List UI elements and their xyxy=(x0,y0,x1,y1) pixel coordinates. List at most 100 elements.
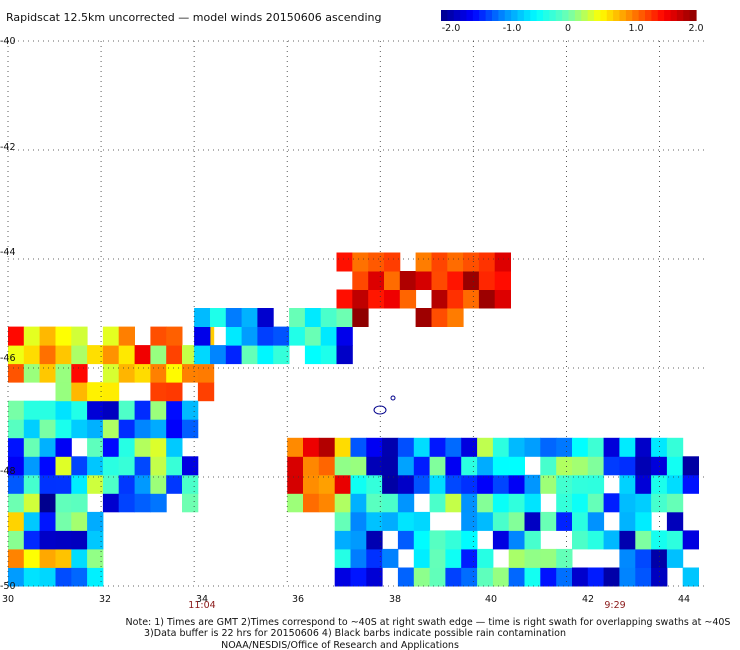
wind-cell xyxy=(572,511,589,531)
wind-cell xyxy=(134,400,151,420)
wind-cell xyxy=(71,567,88,587)
wind-cell xyxy=(23,567,41,587)
wind-cell xyxy=(368,252,385,272)
lat-tick-label: -40 xyxy=(0,36,16,47)
rain-mark xyxy=(390,395,396,401)
wind-cell xyxy=(87,400,104,420)
colorbar-segment xyxy=(587,10,595,21)
wind-cell xyxy=(461,474,478,494)
wind-cell xyxy=(166,400,183,420)
wind-cell xyxy=(150,419,167,439)
wind-cell xyxy=(463,252,480,272)
wind-cell xyxy=(8,326,25,346)
wind-cell xyxy=(336,289,353,309)
wind-cell xyxy=(397,567,415,587)
wind-cell xyxy=(8,567,25,587)
wind-cell xyxy=(8,548,25,568)
colorbar-tick-label: 2.0 xyxy=(688,23,703,34)
wind-cell xyxy=(55,493,72,513)
wind-cell xyxy=(102,363,120,383)
wind-cell xyxy=(304,345,322,365)
wind-cell xyxy=(619,567,636,587)
wind-cell xyxy=(431,271,448,290)
colorbar-segment xyxy=(613,10,621,21)
wind-cell xyxy=(666,530,684,550)
wind-cell xyxy=(257,345,274,365)
wind-cell xyxy=(134,345,151,365)
wind-cell xyxy=(366,548,383,568)
wind-cell xyxy=(508,456,525,476)
colorbar-segment xyxy=(543,10,550,21)
wind-cell xyxy=(399,289,417,309)
wind-cell xyxy=(39,474,56,494)
wind-cell xyxy=(651,437,668,457)
wind-cell xyxy=(336,326,353,346)
lon-tick-label: 30 xyxy=(2,594,14,605)
wind-cell xyxy=(556,567,573,587)
wind-cell xyxy=(320,326,337,346)
wind-cell xyxy=(257,326,274,346)
wind-cell xyxy=(39,511,56,531)
wind-cell xyxy=(429,456,446,476)
wind-cell xyxy=(150,437,167,457)
wind-cell xyxy=(524,548,541,568)
wind-cell xyxy=(23,530,41,550)
wind-cell xyxy=(397,437,415,457)
wind-cell xyxy=(635,493,652,513)
wind-cell xyxy=(508,567,525,587)
wind-cell xyxy=(8,437,25,457)
colorbar-segment xyxy=(485,10,493,21)
wind-cell xyxy=(150,400,167,420)
wind-cell xyxy=(350,530,367,550)
wind-cell xyxy=(8,456,25,476)
wind-cell xyxy=(118,437,135,457)
wind-cell xyxy=(477,548,494,568)
wind-cell xyxy=(540,474,557,494)
wind-cell xyxy=(572,567,589,587)
wind-cell xyxy=(350,567,367,587)
wind-cell xyxy=(334,456,351,476)
wind-cell xyxy=(352,271,369,290)
colorbar-segment xyxy=(492,10,499,21)
wind-cell xyxy=(23,474,41,494)
wind-cell xyxy=(257,308,274,327)
colorbar-segment xyxy=(625,10,633,21)
wind-cell xyxy=(150,456,167,476)
wind-cell xyxy=(71,345,88,365)
colorbar-segment xyxy=(555,10,563,21)
lat-lon-grid xyxy=(7,40,706,587)
wind-cell xyxy=(413,530,431,550)
wind-cell xyxy=(572,530,589,550)
wind-cell xyxy=(477,511,494,531)
wind-cell xyxy=(350,437,367,457)
wind-cell xyxy=(635,511,652,531)
wind-cell xyxy=(587,456,605,476)
wind-cell xyxy=(492,567,510,587)
wind-cell xyxy=(23,456,41,476)
wind-cell xyxy=(87,456,104,476)
wind-cell xyxy=(166,345,183,365)
wind-cell xyxy=(445,548,462,568)
wind-cell xyxy=(166,474,183,494)
wind-cell xyxy=(431,252,448,272)
lat-tick-label: -44 xyxy=(0,247,16,258)
colorbar-segment xyxy=(479,10,487,21)
colorbar-segment xyxy=(600,10,608,21)
colorbar-segment xyxy=(498,10,506,21)
wind-cell xyxy=(572,493,589,513)
colorbar-segment xyxy=(453,10,461,21)
wind-cell xyxy=(134,363,151,383)
wind-cell xyxy=(413,511,431,531)
wind-cell xyxy=(197,382,215,402)
wind-cell xyxy=(619,493,636,513)
wind-cell xyxy=(399,271,417,290)
wind-cell xyxy=(71,363,88,383)
wind-cell xyxy=(447,271,464,290)
colorbar-segment xyxy=(594,10,601,21)
wind-cell xyxy=(150,345,167,365)
wind-cell xyxy=(166,326,183,346)
wind-cell xyxy=(318,493,336,513)
wind-cell xyxy=(352,289,369,309)
lat-tick-label: -48 xyxy=(0,466,16,477)
colorbar-tick-label: 1.0 xyxy=(628,23,643,34)
